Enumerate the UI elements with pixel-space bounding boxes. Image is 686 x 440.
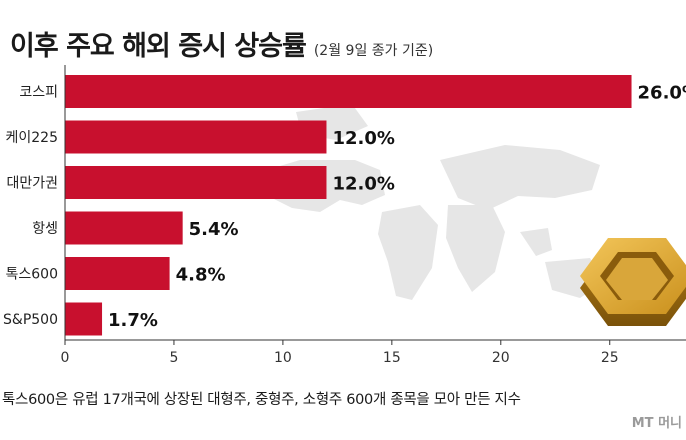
category-label: 항셍 [32, 221, 58, 237]
data-label: 12.0% [332, 128, 394, 149]
bar-1 [65, 120, 327, 154]
x-tick-label: 10 [274, 350, 292, 366]
x-tick-label: 20 [492, 350, 510, 366]
bar-2 [65, 166, 327, 199]
data-label: 5.4% [189, 219, 239, 240]
chart-footnote: 톡스600은 유럽 17개국에 상장된 대형주, 중형주, 소형주 600개 종… [2, 392, 521, 408]
bar-0 [65, 75, 632, 108]
data-label: 1.7% [108, 310, 158, 331]
data-label: 4.8% [176, 265, 226, 286]
category-label: 케이225 [6, 130, 58, 146]
chart-title: 이후 주요 해외 증시 상승률 [10, 31, 307, 62]
x-tick-label: 25 [601, 350, 619, 366]
data-label: 26.0% [638, 83, 686, 104]
gold-hexagon-icon [580, 238, 686, 326]
data-label: 12.0% [332, 174, 394, 195]
category-label: 대만가권 [6, 176, 58, 192]
title-row: 이후 주요 해외 증시 상승률 (2월 9일 종가 기준) [10, 24, 433, 64]
category-label: 코스피 [19, 85, 58, 101]
publisher-logo: MT 머니 [631, 416, 682, 431]
x-tick-label: 15 [383, 350, 401, 366]
x-tick-label: 5 [169, 350, 178, 366]
x-tick-label: 0 [61, 350, 70, 366]
bar-3 [65, 211, 183, 245]
bar-5 [65, 302, 103, 336]
bar-4 [65, 257, 170, 290]
bar-chart: 코스피 26.0% 케이225 12.0% 대만가권 12.0% 항셍 5.4% 톡스600 4.… [3, 65, 686, 366]
chart-subtitle: (2월 9일 종가 기준) [313, 43, 434, 59]
category-label: S&P500 [3, 312, 58, 328]
category-label: 톡스600 [6, 267, 58, 283]
